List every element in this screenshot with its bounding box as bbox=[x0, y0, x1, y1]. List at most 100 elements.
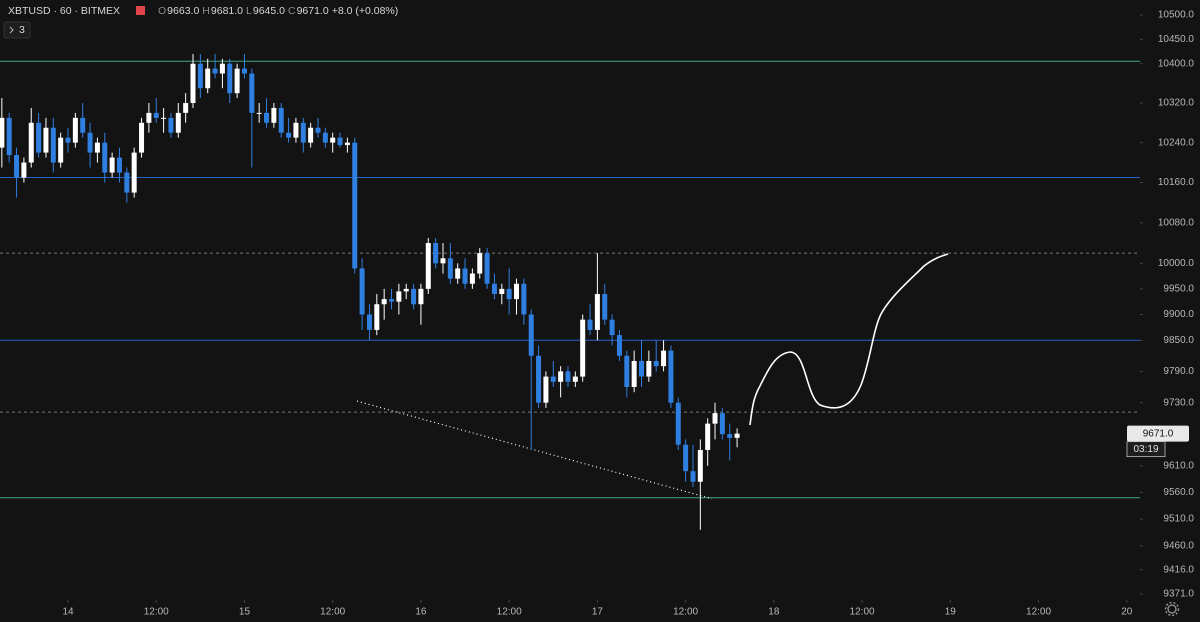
candle-body bbox=[352, 142, 358, 269]
candle-body bbox=[116, 157, 122, 173]
y-tick-label: 9850.0 bbox=[1163, 335, 1194, 346]
candle-body bbox=[102, 142, 108, 173]
candle-body bbox=[0, 117, 5, 148]
candle-body bbox=[683, 444, 689, 472]
candle-body bbox=[359, 268, 365, 315]
candle-body bbox=[514, 283, 520, 300]
candle-body bbox=[697, 449, 703, 482]
candle-body bbox=[499, 288, 505, 294]
candle-body bbox=[587, 319, 593, 330]
x-tick-label: 12:00 bbox=[144, 607, 169, 618]
candle-body bbox=[484, 253, 490, 284]
trendline bbox=[356, 400, 713, 500]
y-tick-label: 10080.0 bbox=[1158, 217, 1195, 228]
candle-body bbox=[315, 127, 321, 133]
candle-body bbox=[550, 376, 556, 382]
x-tick-label: 17 bbox=[592, 607, 604, 618]
y-tick-label: 9460.0 bbox=[1163, 541, 1194, 552]
candle-body bbox=[572, 376, 578, 382]
y-tick-label: 9560.0 bbox=[1163, 487, 1194, 498]
candle-body bbox=[308, 127, 314, 143]
candle-body bbox=[543, 376, 549, 403]
indicators-count: 3 bbox=[19, 24, 25, 36]
candle-body bbox=[594, 293, 600, 330]
candle-body bbox=[668, 350, 674, 403]
candle-body bbox=[153, 112, 159, 118]
settings-gear[interactable] bbox=[1164, 601, 1180, 617]
candle-body bbox=[271, 107, 277, 123]
x-tick-label: 14 bbox=[62, 607, 74, 618]
candle-body bbox=[719, 413, 725, 435]
candle-body bbox=[286, 132, 292, 138]
candle-body bbox=[168, 117, 174, 133]
candle-body bbox=[616, 335, 622, 356]
x-tick-label: 19 bbox=[945, 607, 957, 618]
last-price-label: 9671.0 bbox=[1143, 428, 1174, 439]
candle-body bbox=[43, 127, 49, 153]
candle-body bbox=[536, 355, 542, 403]
candle-body bbox=[212, 68, 218, 74]
candle-body bbox=[109, 157, 115, 173]
candle-body bbox=[6, 117, 12, 156]
plot-area bbox=[0, 14, 1143, 603]
ohlc-value: 9671.0 bbox=[297, 5, 329, 17]
x-tick-label: 12:00 bbox=[320, 607, 345, 618]
candle-body bbox=[580, 319, 586, 377]
candle-body bbox=[219, 63, 225, 74]
candle-body bbox=[72, 117, 78, 143]
y-tick-label: 10400.0 bbox=[1158, 58, 1195, 69]
y-tick-label: 9510.0 bbox=[1163, 514, 1194, 525]
candle-body bbox=[403, 288, 409, 292]
change-value: +8.0 (+0.08%) bbox=[332, 5, 399, 17]
indicators-toggle[interactable] bbox=[3, 21, 31, 39]
candle-body bbox=[374, 304, 380, 330]
candle-body bbox=[322, 132, 328, 143]
ohlc-value: 9645.0 bbox=[253, 5, 285, 17]
candle-body bbox=[477, 253, 483, 274]
candle-body bbox=[440, 258, 446, 264]
candle-body bbox=[300, 122, 306, 143]
ohlc-name: H bbox=[202, 5, 210, 17]
y-tick-label: 9790.0 bbox=[1163, 366, 1194, 377]
x-tick-label: 15 bbox=[239, 607, 251, 618]
y-tick-label: 10240.0 bbox=[1158, 137, 1195, 148]
candle-body bbox=[631, 360, 637, 387]
candle-body bbox=[646, 360, 652, 377]
x-tick-label: 12:00 bbox=[497, 607, 522, 618]
countdown-box bbox=[1126, 441, 1166, 458]
candle-body bbox=[330, 137, 336, 143]
candle-body bbox=[565, 371, 571, 382]
candle-body bbox=[161, 117, 167, 119]
ohlc-value: 9663.0 bbox=[167, 5, 199, 17]
y-tick-label: 10500.0 bbox=[1158, 10, 1195, 21]
x-tick-label: 16 bbox=[415, 607, 427, 618]
candle-body bbox=[205, 68, 211, 89]
candle-body bbox=[521, 283, 527, 315]
ohlc-name: L bbox=[246, 5, 252, 17]
candle-body bbox=[447, 258, 453, 279]
chevron-icon bbox=[9, 26, 14, 34]
candle-body bbox=[264, 112, 270, 123]
candle-body bbox=[227, 63, 233, 94]
candle-body bbox=[241, 68, 247, 74]
candle-body bbox=[675, 402, 681, 445]
candle-body bbox=[197, 63, 203, 89]
candle-body bbox=[705, 423, 711, 450]
gear-icon bbox=[1167, 604, 1177, 614]
candle-body bbox=[506, 288, 512, 300]
candle-body bbox=[639, 360, 645, 377]
candle-body bbox=[278, 107, 284, 133]
candle-body bbox=[234, 68, 240, 94]
candle-body bbox=[58, 137, 64, 163]
candle-body bbox=[249, 73, 255, 113]
candle-body bbox=[528, 314, 534, 356]
y-tick-label: 9416.0 bbox=[1163, 564, 1194, 575]
candle-body bbox=[624, 355, 630, 387]
candle-body bbox=[256, 112, 262, 114]
countdown-label: 03:19 bbox=[1133, 444, 1158, 455]
candle-body bbox=[469, 273, 475, 284]
candle-body bbox=[396, 291, 402, 302]
x-tick-label: 18 bbox=[768, 607, 780, 618]
